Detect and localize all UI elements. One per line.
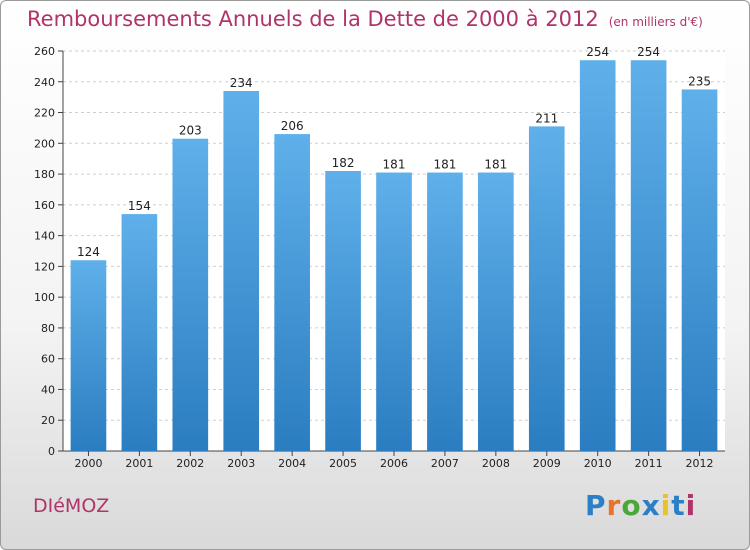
logo-letter: t <box>671 489 686 522</box>
bar-value-label: 181 <box>383 158 406 172</box>
y-tick-label: 40 <box>41 383 55 396</box>
x-tick-label: 2009 <box>533 457 561 470</box>
bar-value-label: 181 <box>484 158 507 172</box>
logo-letter: i <box>685 489 697 522</box>
bar <box>121 214 158 451</box>
x-tick-label: 2005 <box>329 457 357 470</box>
y-tick-label: 0 <box>48 445 55 458</box>
bar <box>172 138 209 451</box>
logo-letter: i <box>660 489 672 522</box>
y-tick-label: 80 <box>41 322 55 335</box>
x-tick-label: 2000 <box>74 457 102 470</box>
logo-letter: x <box>641 489 661 522</box>
y-tick-label: 60 <box>41 353 55 366</box>
y-tick-label: 180 <box>34 168 55 181</box>
bar <box>681 89 718 451</box>
bar <box>427 172 463 452</box>
x-tick-label: 2003 <box>227 457 255 470</box>
logo-letter: P <box>585 489 607 522</box>
y-tick-label: 100 <box>34 291 55 304</box>
y-tick-label: 120 <box>34 260 55 273</box>
chart-title-text: Remboursements Annuels de la Dette de 20… <box>27 7 599 31</box>
chart-subtitle: (en milliers d'€) <box>608 15 703 29</box>
chart-title: Remboursements Annuels de la Dette de 20… <box>27 7 703 31</box>
bar <box>376 172 412 452</box>
x-tick-label: 2006 <box>380 457 408 470</box>
y-tick-label: 140 <box>34 230 55 243</box>
bar <box>630 60 667 451</box>
bar-value-label: 182 <box>332 156 355 170</box>
bar-value-label: 181 <box>433 158 456 172</box>
x-tick-label: 2012 <box>686 457 714 470</box>
x-tick-label: 2007 <box>431 457 459 470</box>
bar <box>579 60 616 451</box>
bar-value-label: 254 <box>586 45 609 59</box>
bar-value-label: 254 <box>637 45 660 59</box>
commune-name: DIéMOZ <box>33 495 110 517</box>
bar-value-label: 211 <box>535 111 558 125</box>
bar-value-label: 234 <box>230 76 253 90</box>
proxiti-logo: Proxiti <box>585 489 696 522</box>
bar-value-label: 124 <box>77 245 100 259</box>
y-tick-label: 20 <box>41 414 55 427</box>
x-tick-label: 2002 <box>176 457 204 470</box>
bar <box>70 260 107 451</box>
x-tick-label: 2004 <box>278 457 306 470</box>
bar-value-label: 235 <box>688 74 711 88</box>
x-tick-label: 2001 <box>125 457 153 470</box>
y-tick-label: 260 <box>34 45 55 58</box>
bar <box>478 172 514 452</box>
y-tick-label: 160 <box>34 199 55 212</box>
y-tick-label: 200 <box>34 137 55 150</box>
y-tick-label: 240 <box>34 76 55 89</box>
bar <box>274 134 310 452</box>
logo-letter: r <box>606 489 622 522</box>
bar <box>528 126 565 451</box>
bar <box>223 91 260 451</box>
x-tick-label: 2010 <box>584 457 612 470</box>
bar <box>325 171 361 451</box>
bar-value-label: 206 <box>281 119 304 133</box>
y-tick-label: 220 <box>34 107 55 120</box>
bar-value-label: 154 <box>128 199 151 213</box>
x-tick-label: 2008 <box>482 457 510 470</box>
logo-letter: o <box>621 489 642 522</box>
bar-value-label: 203 <box>179 124 202 138</box>
x-tick-label: 2011 <box>635 457 663 470</box>
